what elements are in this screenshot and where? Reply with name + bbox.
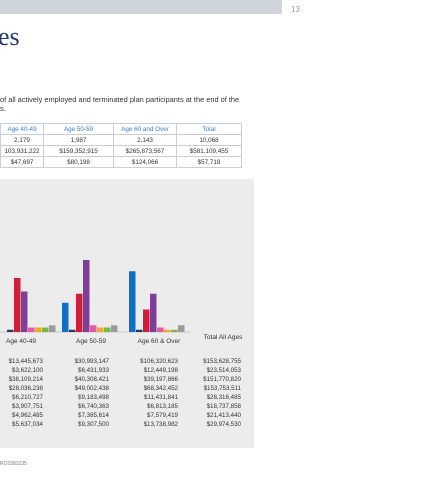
chart-panel: Age 40-49 Age 50-59 Age 60 & Over Total All…	[0, 179, 254, 448]
chart-table-cell: $13,445,673	[8, 358, 43, 365]
chart-bar	[83, 260, 90, 332]
bar-chart	[0, 260, 190, 333]
header-total: Total	[176, 123, 242, 135]
chart-table-cell: $6,210,727	[12, 394, 43, 401]
chart-bar	[62, 302, 69, 332]
x-axis-label: Age 50-59	[76, 338, 106, 345]
cell: 1,987	[43, 134, 114, 146]
chart-table-cell: $12,449,198	[143, 367, 178, 374]
summary-row-total: 103,931,222 $159,352,915 $265,873,567 $5…	[0, 145, 242, 157]
chart-bar	[111, 325, 118, 332]
chart-table-cell: $4,962,485	[12, 412, 43, 419]
summary-row-average: $47,697 $80,198 $124,066 $57,718	[0, 156, 242, 168]
header-bar	[0, 0, 282, 14]
chart-bar	[97, 327, 104, 332]
cell: $57,718	[176, 156, 242, 168]
chart-table-cell: $28,316,485	[206, 394, 241, 401]
cell: $265,873,567	[113, 145, 177, 157]
intro-paragraph: of all actively employed and terminated …	[0, 95, 290, 113]
x-axis-label: Age 60 & Over	[137, 338, 181, 345]
intro-line-2: s.	[0, 104, 6, 113]
chart-table-cell: $39,197,866	[143, 376, 178, 383]
page-title: es	[0, 22, 20, 51]
chart-table-cell: $11,431,841	[144, 394, 178, 401]
cell: 2,179	[0, 134, 44, 146]
chart-bar	[42, 327, 49, 332]
chart-table-cell: $6,740,363	[78, 403, 109, 410]
footnote: RO1583135	[0, 461, 27, 467]
chart-table-cell: $28,036,238	[8, 385, 43, 392]
chart-bar	[14, 278, 21, 332]
chart-table-cell: $13,738,982	[143, 421, 178, 428]
chart-table-cell: $40,308,421	[74, 376, 109, 383]
cell: $159,352,915	[43, 145, 114, 157]
cell: 10,068	[176, 134, 242, 146]
header-age-50-59: Age 50-59	[43, 123, 114, 135]
cell: $581,109,455	[176, 145, 242, 157]
chart-bar	[157, 327, 164, 332]
chart-table-cell: $106,320,623	[140, 358, 178, 365]
cell: $124,066	[113, 156, 177, 168]
chart-table-cell: $49,002,438	[74, 385, 109, 392]
cell: $80,198	[43, 156, 114, 168]
chart-table-cell: $21,413,440	[206, 412, 241, 419]
chart-bar	[104, 327, 111, 332]
chart-bar	[164, 329, 171, 332]
cell: 2,143	[113, 134, 177, 146]
chart-table-cell: $5,637,034	[12, 421, 43, 428]
chart-bar	[35, 327, 42, 332]
chart-table-cell: $30,993,147	[74, 358, 109, 365]
chart-bar	[178, 325, 185, 332]
chart-table-cell: $151,770,820	[203, 376, 241, 383]
cell: $47,697	[0, 156, 44, 168]
chart-table-cell: $153,753,511	[203, 385, 241, 392]
chart-table-cell: $9,307,500	[78, 421, 109, 428]
chart-table-cell: $3,622,100	[12, 367, 43, 374]
header-age-40-49: Age 40-49	[0, 123, 44, 135]
chart-bar	[136, 329, 143, 332]
chart-table-cell: $23,514,053	[206, 367, 241, 374]
page-number: 13	[291, 5, 300, 14]
chart-table-cell: $153,628,755	[203, 358, 241, 365]
chart-bar	[7, 329, 14, 332]
intro-line-1: of all actively employed and terminated …	[0, 95, 240, 104]
chart-bar	[143, 309, 150, 332]
summary-row-count: 2,179 1,987 2,143 10,068	[0, 134, 242, 146]
chart-table-cell: $3,907,751	[12, 403, 43, 410]
chart-bar	[171, 329, 178, 332]
chart-table-cell: $7,385,614	[78, 412, 109, 419]
chart-table-cell: $18,737,858	[206, 403, 241, 410]
chart-bar	[150, 293, 157, 332]
cell: 103,931,222	[0, 145, 44, 157]
chart-bar	[49, 325, 56, 332]
chart-bar	[90, 325, 97, 332]
chart-table-cell: $29,974,530	[206, 421, 241, 428]
chart-bar	[69, 329, 76, 332]
chart-bar	[76, 293, 83, 332]
chart-table-cell: $9,183,498	[78, 394, 109, 401]
chart-table-cell: $6,813,185	[147, 403, 178, 410]
x-axis-label: Total All Ages	[203, 334, 243, 341]
summary-header-row: Age 40-49 Age 50-59 Age 60 and Over Tota…	[0, 123, 242, 135]
chart-bar	[28, 327, 35, 332]
header-age-60-over: Age 60 and Over	[113, 123, 177, 135]
chart-table-cell: $68,342,452	[143, 385, 178, 392]
chart-bar	[21, 291, 28, 332]
chart-bar	[129, 271, 136, 332]
chart-table-cell: $6,431,933	[78, 367, 109, 374]
x-axis-label: Age 40-49	[6, 338, 36, 345]
summary-table: Age 40-49 Age 50-59 Age 60 and Over Tota…	[0, 123, 242, 168]
chart-table-cell: $7,579,419	[147, 412, 178, 419]
chart-table-cell: $38,109,214	[8, 376, 43, 383]
